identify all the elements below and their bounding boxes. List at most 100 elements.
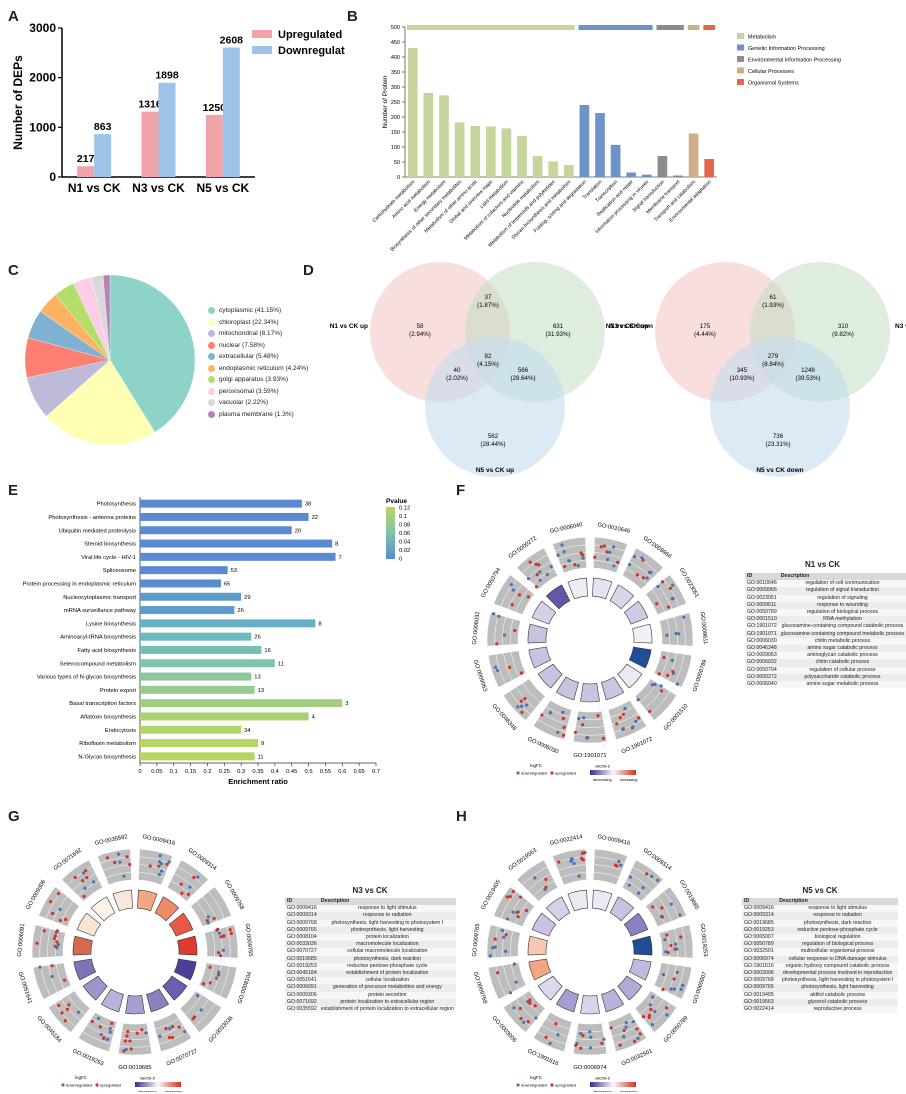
go-description-cell: cellular response to DNA damage stimulus [777, 955, 898, 963]
down-dot [488, 954, 492, 958]
down-dot [512, 962, 517, 966]
up-dot [621, 712, 626, 716]
up-dot [63, 1019, 67, 1023]
bar-lysine-biosynthesis [140, 619, 316, 628]
panel-letter-g: G [8, 808, 20, 825]
ring-label-go-0019253: GO:0019253 [71, 1048, 104, 1067]
down-dot [649, 570, 653, 574]
y-tick-label: 0 [397, 175, 400, 181]
down-dot [92, 880, 96, 884]
ring-gridline [211, 930, 215, 957]
legend-up-dot [95, 1083, 99, 1087]
kegg-class-bar-chart: 0 50 100 150 200 250 300 350 400 450 500 Number of … [371, 25, 841, 253]
up-dot [648, 709, 652, 714]
bar-riboflavin-metabolism [140, 739, 258, 748]
up-dot [605, 550, 609, 554]
go-description-cell: establishment of protein localization to… [318, 1006, 456, 1014]
ring-label-go-0019253: GO:0019253 [699, 923, 708, 957]
inner-zscore-segment-go-0023051 [623, 600, 649, 625]
outer-segment-go-0019685 [645, 886, 687, 928]
up-dot [511, 889, 515, 894]
inner-zscore-segment-go-0000272 [545, 584, 571, 610]
down-dot [665, 633, 669, 637]
table-row: GO:0050789 regulation of biological proce… [745, 609, 906, 617]
down-dot [567, 559, 571, 563]
pie-slice-plasma-membrane-1-3 [102, 274, 111, 361]
y-tick-label: 2000 [29, 71, 56, 85]
up-dot [128, 1039, 132, 1043]
bar-upregulated-n5-vs-ck [205, 114, 223, 177]
down-dot [636, 698, 640, 702]
down-dot [168, 1026, 172, 1031]
up-dot [668, 586, 673, 590]
y-tick-label: 1000 [29, 120, 56, 134]
legend-increasing: increasing [620, 1090, 637, 1092]
go-description-cell: biological regulation [777, 934, 898, 942]
down-dot [508, 991, 513, 995]
go-id-cell: GO:0035592 [285, 1006, 319, 1014]
ring-gridline [527, 873, 551, 891]
down-dot [524, 703, 529, 707]
ring-gridline [158, 1031, 188, 1045]
up-dot [55, 940, 59, 944]
up-dot [201, 982, 206, 986]
bar-protein-export [140, 685, 255, 694]
go-description-cell: glucosamine-containing compound cataboli… [778, 623, 906, 631]
up-dot [208, 981, 212, 985]
up-dot [507, 665, 512, 669]
down-dot [502, 633, 507, 637]
venn-region-bc-percent: (39.53%) [795, 375, 820, 382]
go-id-cell: GO:0019405 [742, 991, 778, 999]
ring-label-go-0006040: GO:0006040 [549, 522, 583, 535]
ring-gridline [521, 866, 548, 886]
ring-label-go-0006974: GO:0006974 [573, 1065, 607, 1071]
table-row: GO:0019563 glycerol catabolic process [742, 998, 898, 1007]
bar-downregulated-n5-vs-ck [222, 47, 240, 178]
go-description-cell: response to radiation [318, 912, 456, 920]
table-header-id: ID [285, 898, 319, 906]
legend-label: chloroplast (22.34%) [219, 318, 279, 326]
up-dot [123, 1039, 128, 1043]
inner-zscore-segment-go-0050789 [617, 975, 643, 1001]
up-dot [171, 1035, 175, 1040]
outer-segment-go-0009611 [659, 612, 694, 647]
down-dot [570, 857, 574, 861]
legend-label-upregulated: Upregulated [278, 29, 342, 41]
ring-gridline [522, 682, 541, 703]
up-dot [579, 1046, 583, 1050]
down-dot [588, 1030, 592, 1034]
ring-gridline [521, 554, 548, 574]
go-circle-plot-n3: GO:0009416GO:0009314GO:0009768GO:0009765… [17, 834, 254, 1092]
down-dot [661, 972, 666, 977]
ring-gridline [576, 718, 604, 720]
up-dot [53, 934, 58, 938]
bar-nucleocytoplasmic-transport [140, 592, 242, 601]
y-tick-label: Photosynthesis - antenna proteins [48, 515, 136, 521]
legend-up-label: upregulated [555, 771, 576, 776]
pvalue-legend-tick: 0.02 [399, 548, 410, 554]
inner-zscore-segment-go-0019685 [623, 912, 649, 937]
go-description-cell: regulation of signaling [778, 594, 906, 602]
inner-zscore-segment-go-0022414 [567, 889, 588, 912]
x-tick-label: N1 vs CK [68, 181, 121, 195]
go-description-cell: glycerol catabolic process [777, 998, 898, 1007]
up-dot [170, 1024, 175, 1029]
panel-letter-d: D [303, 262, 314, 279]
legend-label: endoplasmic reticulum (4.24%) [219, 364, 309, 372]
legend-swatch-upregulated [252, 30, 272, 38]
down-dot [549, 564, 553, 569]
up-dot [671, 669, 675, 674]
ring-gridline [657, 896, 673, 922]
down-dot [631, 1020, 635, 1024]
ring-gridline [610, 706, 635, 718]
table-row: GO:0000272 polysaccharide catabolic proce… [745, 673, 906, 682]
go-table-n1: ID Description GO:0010646 regulation of cel… [745, 573, 906, 689]
go-id-cell: GO:0050794 [745, 666, 779, 674]
ring-gridline [177, 866, 204, 886]
ring-gridline [119, 1045, 151, 1048]
bar-upregulated-n1-vs-ck [77, 166, 95, 177]
ring-label-go-0065007: GO:0065007 [692, 971, 708, 1004]
up-dot [540, 713, 544, 717]
ring-gridline [644, 686, 664, 709]
up-dot [50, 964, 54, 968]
